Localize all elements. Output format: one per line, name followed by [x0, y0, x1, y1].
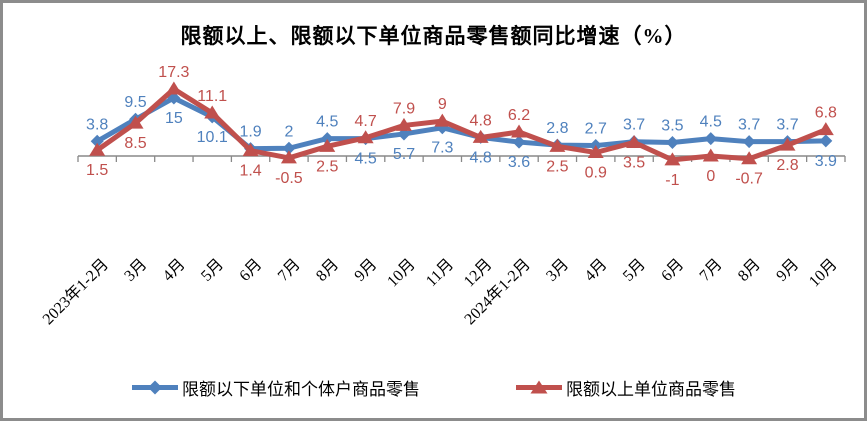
triangle-up-marker — [89, 142, 106, 156]
triangle-up-marker — [319, 138, 336, 152]
x-axis-label: 4月 — [582, 256, 611, 285]
chart-plot-area: 2023年1-2月 3月 4月 5月 6月 7月 8月 9月 10月 11月 12月2024年1-2… — [39, 64, 846, 328]
x-axis-label: 8月 — [735, 256, 764, 285]
data-label-series-0: 5.7 — [393, 146, 415, 163]
x-axis-label: 10月 — [806, 256, 841, 291]
x-axis-label: 5月 — [198, 256, 227, 285]
data-label-series-1: 6.8 — [815, 105, 837, 122]
data-label-series-0: 4.5 — [355, 151, 377, 168]
diamond-marker — [665, 135, 679, 149]
x-axis-label: 12月 — [461, 256, 496, 291]
data-label-series-1: -0.5 — [275, 170, 303, 187]
x-axis-label: 9月 — [351, 256, 380, 285]
x-axis-label: 11月 — [423, 256, 457, 290]
data-label-series-1: 6.2 — [508, 107, 530, 124]
data-label-series-0: 3.8 — [86, 116, 108, 133]
data-label-series-0: 9.5 — [124, 94, 146, 111]
data-label-series-0: 4.5 — [700, 114, 722, 131]
x-axis-label: 6月 — [236, 256, 265, 285]
data-label-series-0: 3.5 — [661, 117, 683, 134]
blue-diamond-line-icon — [132, 380, 178, 395]
triangle-up-marker — [357, 130, 374, 144]
data-label-series-1: -0.7 — [735, 171, 763, 188]
x-axis-label: 8月 — [313, 256, 342, 285]
data-label-series-1: 7.9 — [393, 100, 415, 117]
triangle-up-marker — [242, 143, 259, 157]
triangle-up-marker — [165, 81, 182, 95]
diamond-marker — [704, 132, 718, 146]
triangle-up-marker — [664, 152, 681, 166]
triangle-up-marker — [702, 148, 719, 162]
legend-label-above-quota: 限额以上单位商品零售 — [566, 380, 736, 399]
data-label-series-1: 4.7 — [355, 113, 377, 130]
data-label-series-0: 10.1 — [197, 129, 228, 146]
triangle-up-marker — [472, 129, 489, 143]
triangle-up-marker — [511, 124, 528, 138]
x-axis-label: 4月 — [160, 256, 189, 285]
diamond-marker — [512, 135, 526, 149]
data-label-series-1: 0 — [706, 168, 715, 185]
data-label-series-0: 4.5 — [316, 114, 338, 131]
x-axis-label: 5月 — [620, 256, 649, 285]
data-label-series-0: 15 — [165, 110, 183, 127]
data-label-series-0: 3.6 — [508, 154, 530, 171]
data-label-series-0: 3.7 — [776, 117, 798, 134]
red-triangle-line-icon — [516, 380, 562, 394]
data-label-series-1: 0.9 — [585, 165, 607, 182]
data-label-series-0: 2.8 — [546, 120, 568, 137]
triangle-up-marker — [741, 151, 758, 165]
triangle-up-marker — [817, 122, 834, 136]
chart-title: 限额以上、限额以下单位商品零售额同比增速（%） — [180, 24, 687, 48]
data-label-series-0: 3.7 — [738, 117, 760, 134]
data-label-series-0: 1.9 — [239, 124, 261, 141]
data-label-series-1: 11.1 — [197, 88, 227, 105]
diamond-marker — [282, 141, 296, 155]
triangle-up-marker — [779, 137, 796, 151]
x-axis-label: 7月 — [275, 256, 304, 285]
legend-label-below-quota: 限额以下单位和个体户商品零售 — [182, 380, 420, 399]
data-label-series-1: 2.5 — [316, 158, 338, 175]
data-label-series-1: 2.5 — [546, 158, 568, 175]
data-label-series-0: 3.9 — [815, 153, 837, 170]
data-label-series-0: 4.8 — [470, 149, 492, 166]
diamond-marker — [819, 134, 833, 148]
x-axis-label: 2024年1-2月 — [461, 255, 534, 328]
data-label-series-1: 3.5 — [623, 154, 645, 171]
triangle-up-marker — [626, 134, 643, 148]
data-label-series-1: 1.4 — [239, 163, 261, 180]
legend-item-below-quota: 限额以下单位和个体户商品零售 — [131, 375, 420, 400]
data-label-series-0: 2.7 — [585, 121, 607, 138]
x-axis-label: 9月 — [773, 256, 802, 285]
triangle-up-marker — [549, 138, 566, 152]
triangle-up-marker — [280, 150, 297, 164]
triangle-up-marker — [127, 115, 144, 129]
data-label-series-1: 4.8 — [470, 112, 492, 129]
x-axis-label: 3月 — [543, 256, 572, 285]
data-label-series-0: 7.3 — [431, 140, 453, 157]
data-label-series-0: 2 — [284, 123, 293, 140]
x-axis-label: 10月 — [384, 256, 419, 291]
diamond-marker — [742, 135, 756, 149]
diamond-marker — [90, 134, 104, 148]
triangle-up-marker — [587, 145, 604, 159]
triangle-up-marker — [204, 105, 221, 119]
diamond-marker — [320, 132, 334, 146]
legend-item-above-quota: 限额以上单位商品零售 — [515, 375, 736, 400]
data-label-series-1: 1.5 — [86, 162, 108, 179]
x-axis-label: 3月 — [121, 256, 150, 285]
data-label-series-1: 9 — [438, 96, 447, 113]
data-label-series-1: 8.5 — [124, 135, 146, 152]
series-line-1 — [95, 86, 827, 163]
data-label-series-1: 2.8 — [776, 157, 798, 174]
data-label-series-0: 3.7 — [623, 117, 645, 134]
triangle-up-marker — [395, 117, 412, 131]
triangle-up-marker — [434, 113, 451, 127]
data-label-series-1: 17.3 — [158, 64, 189, 81]
x-axis-label: 7月 — [697, 256, 726, 285]
data-label-series-1: -1 — [665, 172, 679, 189]
legend: 限额以下单位和个体户商品零售 限额以上单位商品零售 — [3, 375, 864, 400]
x-axis-label: 2023年1-2月 — [39, 255, 112, 328]
x-axis-label: 6月 — [658, 256, 687, 285]
